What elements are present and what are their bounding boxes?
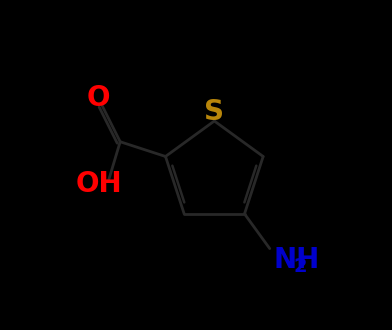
Text: NH: NH bbox=[273, 246, 319, 274]
Text: 2: 2 bbox=[294, 257, 307, 276]
Text: S: S bbox=[204, 98, 224, 126]
Text: OH: OH bbox=[76, 170, 123, 198]
Text: O: O bbox=[87, 84, 110, 112]
